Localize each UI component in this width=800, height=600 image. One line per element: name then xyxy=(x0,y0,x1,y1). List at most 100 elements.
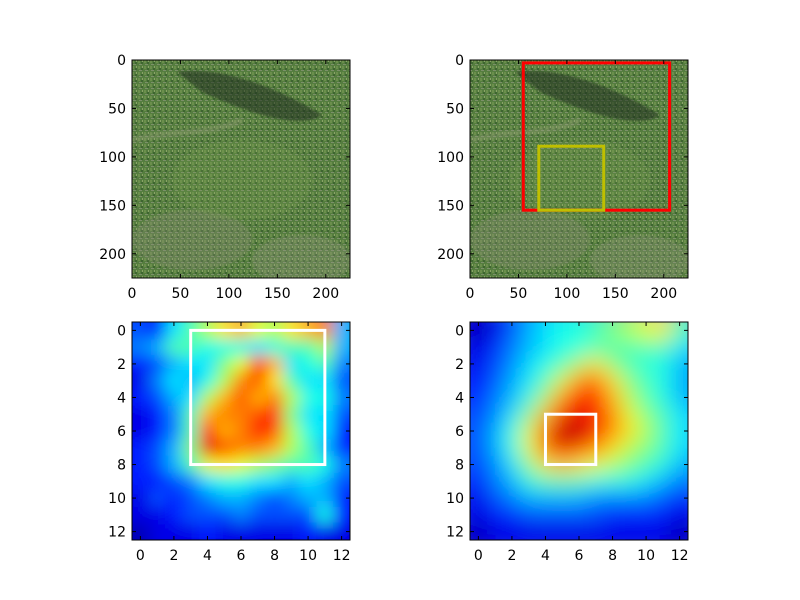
heatmap-cell xyxy=(520,372,539,391)
bounding-box xyxy=(537,144,606,212)
y-tick-label: 100 xyxy=(99,150,126,166)
heatmap-cell xyxy=(333,523,350,540)
x-tick-label: 12 xyxy=(333,548,351,564)
heatmap-cell xyxy=(520,322,539,340)
heatmap-cell xyxy=(637,422,656,441)
panel-content xyxy=(132,60,350,278)
heatmap-cell xyxy=(232,355,251,374)
heatmap-cell xyxy=(654,405,673,424)
heatmap-cell xyxy=(604,338,622,357)
heatmap-cell xyxy=(132,372,150,391)
heatmap-cell xyxy=(537,322,555,340)
heatmap-cell xyxy=(148,372,167,391)
heatmap-cell xyxy=(503,489,522,508)
heatmap-cells xyxy=(132,322,350,540)
heatmap-cell xyxy=(182,523,201,540)
x-tick-label: 12 xyxy=(671,548,689,564)
heatmap-cell xyxy=(148,472,167,491)
heatmap-cell xyxy=(249,439,268,458)
y-tick-label: 12 xyxy=(446,525,464,541)
heatmap-cell xyxy=(503,405,522,424)
heatmap-cell xyxy=(486,355,505,374)
heatmap-cell xyxy=(671,355,688,374)
heatmap-cell xyxy=(470,322,488,340)
x-tick-label: 4 xyxy=(203,548,212,564)
y-tick-label: 50 xyxy=(108,101,126,117)
heatmap-cell xyxy=(604,456,622,474)
heatmap-cell xyxy=(671,372,688,391)
heatmap-cell xyxy=(266,439,284,458)
heatmap-cell xyxy=(604,372,622,391)
heatmap-cell xyxy=(232,338,251,357)
heatmap-cell xyxy=(520,338,539,357)
panel-bottom-right: 0 2 4 6 8 10 12 0 2 4 6 8 10 12 xyxy=(446,321,689,564)
heatmap-cell xyxy=(520,523,539,540)
heatmap-cell xyxy=(570,523,589,540)
heatmap-cell xyxy=(637,322,656,340)
heatmap-cell xyxy=(620,523,639,540)
heatmap-cell xyxy=(520,389,539,407)
y-tick-label: 12 xyxy=(108,525,126,541)
heatmap-cell xyxy=(333,506,350,525)
heatmap-cell xyxy=(637,355,656,374)
heatmap-cell xyxy=(654,506,673,525)
heatmap-cell xyxy=(503,322,522,340)
heatmap-cell xyxy=(553,422,572,441)
x-tick-label: 200 xyxy=(312,286,339,302)
heatmap-cell xyxy=(654,456,673,474)
heatmap-cell xyxy=(132,422,150,441)
y-tick-label: 2 xyxy=(117,357,126,373)
x-tick-label: 8 xyxy=(608,548,617,564)
heatmap-cell xyxy=(282,506,301,525)
heatmap-cell xyxy=(249,389,268,407)
heatmap-cell xyxy=(470,355,488,374)
heatmap-cell xyxy=(570,355,589,374)
heatmap-cell xyxy=(266,472,284,491)
heatmap-cell xyxy=(266,389,284,407)
heatmap-cell xyxy=(604,523,622,540)
heatmap-cell xyxy=(249,422,268,441)
heatmap-cell xyxy=(148,322,167,340)
heatmap-cell xyxy=(503,355,522,374)
heatmap-cell xyxy=(132,489,150,508)
heatmap-cell xyxy=(470,439,488,458)
heatmap-cell xyxy=(299,422,318,441)
heatmap-cell xyxy=(249,338,268,357)
heatmap-cell xyxy=(132,322,150,340)
heatmap-cell xyxy=(249,472,268,491)
y-tick-label: 50 xyxy=(446,101,464,117)
heatmap-cell xyxy=(520,472,539,491)
x-tick-label: 0 xyxy=(474,548,483,564)
heatmap-cell xyxy=(199,439,217,458)
x-tick-label: 150 xyxy=(602,286,629,302)
heatmap-cell xyxy=(470,422,488,441)
heatmap-cell xyxy=(249,523,268,540)
heatmap-cell xyxy=(182,506,201,525)
heatmap-cell xyxy=(232,372,251,391)
heatmap-cell xyxy=(148,456,167,474)
heatmap-cell xyxy=(470,506,488,525)
soil-patch xyxy=(470,210,590,270)
heatmap-cell xyxy=(637,338,656,357)
heatmap-cell xyxy=(637,523,656,540)
x-tick-label: 10 xyxy=(637,548,655,564)
heatmap-cell xyxy=(570,506,589,525)
heatmap-cell xyxy=(620,405,639,424)
heatmap-cell xyxy=(587,506,606,525)
heatmap-cell xyxy=(132,405,150,424)
heatmap-cell xyxy=(637,389,656,407)
heatmap-cell xyxy=(215,472,234,491)
heatmap-cell xyxy=(232,472,251,491)
heatmap-cell xyxy=(266,355,284,374)
heatmap-cell xyxy=(282,355,301,374)
heatmap-cell xyxy=(148,389,167,407)
heatmap-cell xyxy=(520,405,539,424)
heatmap-cell xyxy=(333,439,350,458)
heatmap-cell xyxy=(470,372,488,391)
heatmap-cell xyxy=(654,355,673,374)
heatmap-cell xyxy=(132,456,150,474)
heatmap-cell xyxy=(182,489,201,508)
y-tick-label: 2 xyxy=(455,357,464,373)
heatmap-cell xyxy=(570,338,589,357)
y-tick-label: 6 xyxy=(455,424,464,440)
